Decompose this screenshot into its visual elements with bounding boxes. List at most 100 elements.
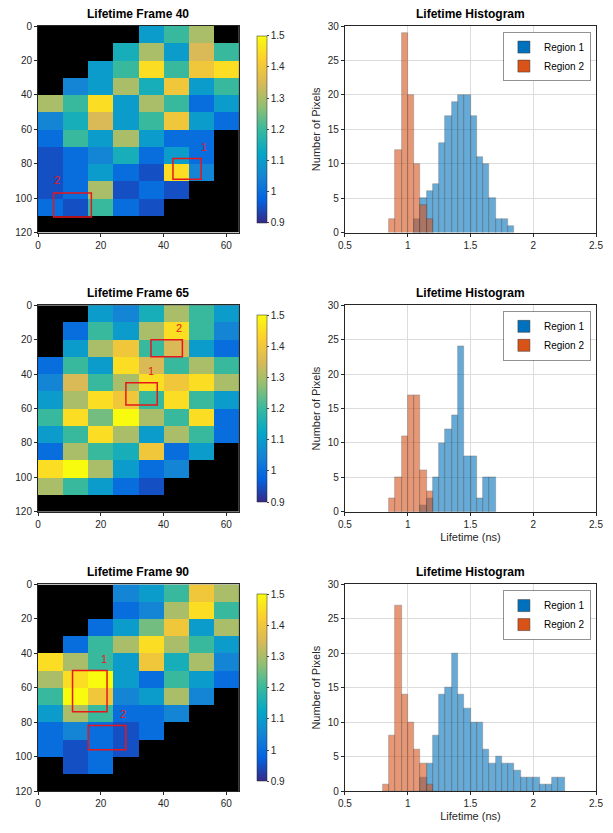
svg-text:Region 2: Region 2 [544,61,584,72]
svg-text:30: 30 [328,21,340,32]
svg-text:40: 40 [158,519,170,530]
svg-text:2.5: 2.5 [589,519,603,530]
svg-text:Region 1: Region 1 [544,42,584,53]
svg-text:0.5: 0.5 [338,519,352,530]
svg-text:20: 20 [95,240,107,251]
svg-text:100: 100 [15,472,32,483]
svg-text:100: 100 [15,751,32,762]
svg-text:120: 120 [15,227,32,238]
svg-text:1.4: 1.4 [271,61,285,72]
svg-text:0.5: 0.5 [338,240,352,251]
svg-text:10: 10 [328,158,340,169]
svg-text:2.5: 2.5 [589,798,603,809]
svg-text:1.1: 1.1 [271,713,285,724]
svg-text:Number of Pixels: Number of Pixels [310,366,322,450]
svg-text:60: 60 [21,682,33,693]
svg-text:20: 20 [95,798,107,809]
svg-text:20: 20 [328,369,340,380]
svg-text:25: 25 [328,334,340,345]
svg-text:Lifetime Histogram: Lifetime Histogram [416,286,525,300]
svg-text:1.5: 1.5 [463,519,477,530]
svg-text:0: 0 [35,519,41,530]
svg-text:1: 1 [148,365,154,377]
svg-text:30: 30 [328,579,340,590]
svg-text:30: 30 [328,300,340,311]
svg-text:10: 10 [328,717,340,728]
svg-text:40: 40 [158,798,170,809]
svg-text:5: 5 [333,193,339,204]
svg-text:15: 15 [328,124,340,135]
svg-text:1: 1 [271,745,277,756]
svg-text:Lifetime (ns): Lifetime (ns) [440,810,501,822]
svg-text:60: 60 [221,519,233,530]
svg-text:5: 5 [333,472,339,483]
svg-text:0: 0 [26,21,32,32]
svg-text:Region 1: Region 1 [544,600,584,611]
svg-text:1.5: 1.5 [271,30,285,41]
svg-text:5: 5 [333,751,339,762]
svg-text:1: 1 [271,465,277,476]
svg-text:Lifetime Frame 90: Lifetime Frame 90 [87,565,189,579]
svg-text:1: 1 [101,653,107,665]
svg-text:20: 20 [21,613,33,624]
svg-text:0.9: 0.9 [271,497,285,508]
svg-text:20: 20 [21,55,33,66]
svg-text:40: 40 [158,240,170,251]
svg-text:1.2: 1.2 [271,124,285,135]
svg-text:120: 120 [15,506,32,517]
svg-text:0: 0 [333,786,339,797]
svg-text:1: 1 [271,186,277,197]
svg-text:1: 1 [405,240,411,251]
svg-text:15: 15 [328,682,340,693]
svg-text:1.1: 1.1 [271,434,285,445]
svg-text:20: 20 [21,334,33,345]
svg-text:1.1: 1.1 [271,155,285,166]
svg-text:80: 80 [21,437,33,448]
svg-text:20: 20 [95,519,107,530]
svg-text:100: 100 [15,193,32,204]
svg-text:0: 0 [333,227,339,238]
svg-text:Lifetime Frame 40: Lifetime Frame 40 [87,7,189,21]
svg-text:Region 2: Region 2 [544,340,584,351]
svg-text:1: 1 [201,141,207,153]
svg-text:1.4: 1.4 [271,341,285,352]
svg-text:0: 0 [26,300,32,311]
svg-text:1: 1 [405,519,411,530]
svg-text:60: 60 [21,124,33,135]
svg-text:1.3: 1.3 [271,372,285,383]
svg-text:40: 40 [21,89,33,100]
svg-text:1.5: 1.5 [463,798,477,809]
svg-text:Lifetime Histogram: Lifetime Histogram [416,565,525,579]
svg-text:2: 2 [530,240,536,251]
svg-text:1.2: 1.2 [271,403,285,414]
svg-text:0: 0 [35,240,41,251]
svg-text:Number of Pixels: Number of Pixels [310,645,322,729]
svg-text:0: 0 [26,579,32,590]
svg-text:Region 1: Region 1 [544,321,584,332]
svg-text:60: 60 [221,240,233,251]
svg-text:Region 2: Region 2 [544,619,584,630]
svg-text:1.5: 1.5 [271,310,285,321]
svg-text:25: 25 [328,55,340,66]
svg-text:80: 80 [21,158,33,169]
svg-text:2: 2 [120,708,126,720]
svg-text:0.9: 0.9 [271,776,285,787]
svg-text:10: 10 [328,437,340,448]
svg-text:Lifetime Histogram: Lifetime Histogram [416,7,525,21]
svg-text:2: 2 [176,322,182,334]
svg-text:Number of Pixels: Number of Pixels [310,87,322,171]
svg-text:1.2: 1.2 [271,682,285,693]
svg-text:1: 1 [405,798,411,809]
svg-text:2: 2 [530,519,536,530]
svg-text:Lifetime (ns): Lifetime (ns) [440,531,501,543]
svg-text:2.5: 2.5 [589,240,603,251]
svg-text:1.3: 1.3 [271,651,285,662]
svg-text:40: 40 [21,648,33,659]
svg-text:80: 80 [21,717,33,728]
svg-text:1.5: 1.5 [463,240,477,251]
svg-text:2: 2 [530,798,536,809]
svg-text:120: 120 [15,786,32,797]
svg-text:0.9: 0.9 [271,217,285,228]
svg-text:20: 20 [328,89,340,100]
svg-text:1.5: 1.5 [271,589,285,600]
